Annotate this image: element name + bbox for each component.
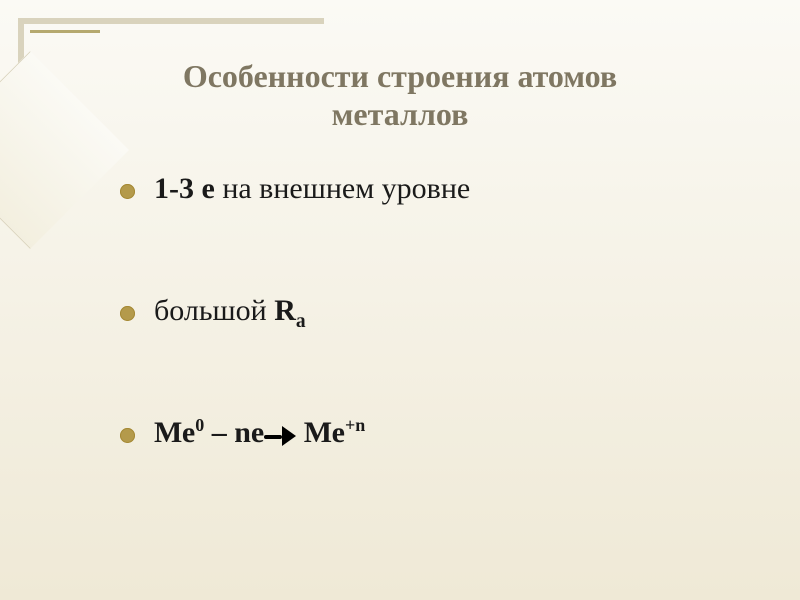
formula-mid: – nе (204, 416, 264, 449)
slide-title: Особенности строения атомов металлов (130, 57, 670, 134)
formula-sup2: +n (345, 415, 365, 435)
bullet-list: 1-3 е на внешнем уровне большой Rа Ме0 –… (120, 171, 720, 453)
bullet1-text: на внешнем уровне (215, 172, 470, 205)
slide-corner-accent (30, 30, 100, 53)
arrow-icon (264, 417, 296, 453)
formula-part1: Ме (154, 416, 195, 449)
bullet2-subscript: а (296, 311, 306, 332)
bullet1-bold: 1-3 е (154, 172, 215, 205)
bullet2-symbol: R (274, 294, 296, 327)
bullet-item-1: 1-3 е на внешнем уровне (120, 171, 720, 207)
bullet-item-3: Ме0 – nе Ме+n (120, 415, 720, 453)
bullet2-text: большой (154, 294, 274, 327)
formula-sup1: 0 (195, 415, 204, 435)
formula-part2: Ме (296, 416, 345, 449)
body-area: 1-3 е на внешнем уровне большой Rа Ме0 –… (120, 165, 720, 453)
title-area: Особенности строения атомов металлов (130, 30, 670, 160)
bullet-item-2: большой Rа (120, 293, 720, 329)
slide: Особенности строения атомов металлов 1-3… (0, 0, 800, 600)
